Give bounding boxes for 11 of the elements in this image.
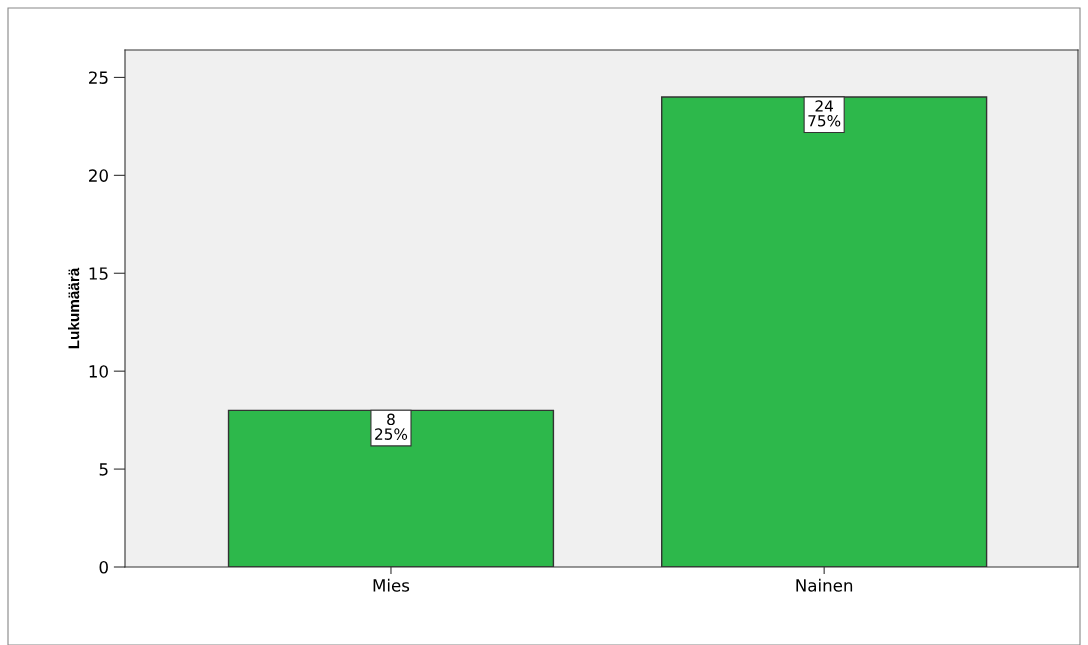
x-tick-label: Nainen — [796, 578, 853, 592]
y-tick-label: 25 — [89, 71, 108, 84]
y-tick-label: 20 — [89, 169, 108, 182]
y-tick-label: 15 — [89, 267, 108, 280]
y-tick-label: 5 — [99, 463, 108, 476]
y-axis-title: Lukumäärä — [68, 267, 80, 349]
y-tick-label: 0 — [99, 560, 108, 574]
data-label: 24 75% — [808, 100, 841, 127]
x-tick-label: Mies — [373, 578, 410, 592]
y-tick-label: 10 — [89, 365, 108, 378]
data-label: 8 25% — [375, 413, 408, 440]
